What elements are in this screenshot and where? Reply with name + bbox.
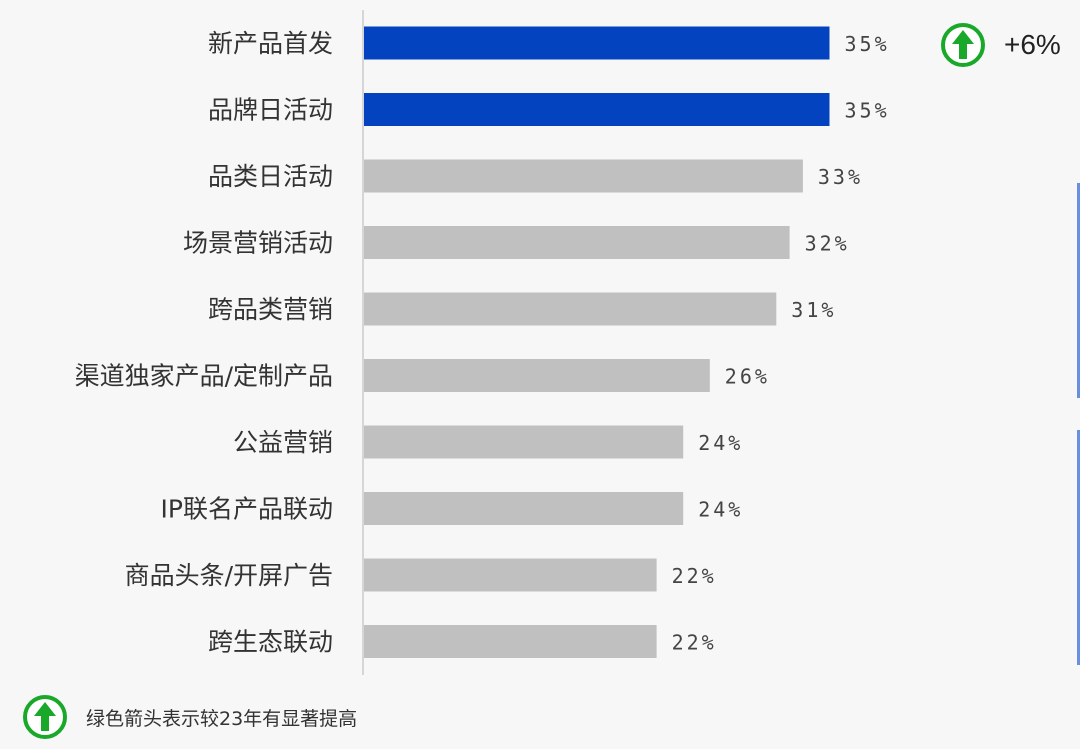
bar <box>364 93 830 126</box>
edge-accent-line <box>1077 430 1080 665</box>
bar <box>364 492 684 525</box>
bar <box>364 625 657 658</box>
bar <box>364 558 657 592</box>
value-label: 32% <box>805 232 850 256</box>
category-label: 跨生态联动 <box>208 628 333 657</box>
bar <box>364 226 790 259</box>
legend-text: 绿色箭头表示较23年有显著提高 <box>86 707 358 730</box>
value-label: 22% <box>672 631 717 655</box>
value-label: 22% <box>672 564 717 588</box>
category-label: 品类日活动 <box>208 162 333 191</box>
value-label: 35% <box>845 99 890 123</box>
legend-note: 绿色箭头表示较23年有显著提高 <box>22 694 357 740</box>
value-label: 33% <box>818 165 863 189</box>
category-label: 商品头条/开屏广告 <box>125 561 333 590</box>
category-label: 场景营销活动 <box>183 229 333 258</box>
category-label: 渠道独家产品/定制产品 <box>75 362 333 391</box>
value-label: 26% <box>725 365 770 389</box>
category-label: 品牌日活动 <box>208 96 333 125</box>
category-label: IP联名产品联动 <box>161 495 333 524</box>
value-label: 31% <box>791 298 836 322</box>
category-label: 公益营销 <box>233 428 333 457</box>
bar <box>364 359 710 392</box>
bar <box>364 425 684 459</box>
change-badge: +6% <box>940 22 1061 68</box>
change-value: +6% <box>1004 29 1061 60</box>
value-label: 24% <box>698 498 743 522</box>
category-label: 跨品类营销 <box>208 295 333 324</box>
bar <box>364 159 803 193</box>
up-arrow-circle-icon <box>941 23 985 67</box>
bar <box>364 26 830 60</box>
category-label: 新产品首发 <box>208 29 333 58</box>
value-label: 35% <box>845 32 890 56</box>
up-arrow-circle-icon <box>23 695 67 739</box>
bar <box>364 292 777 326</box>
value-label: 24% <box>698 431 743 455</box>
edge-accent-line <box>1077 183 1080 398</box>
